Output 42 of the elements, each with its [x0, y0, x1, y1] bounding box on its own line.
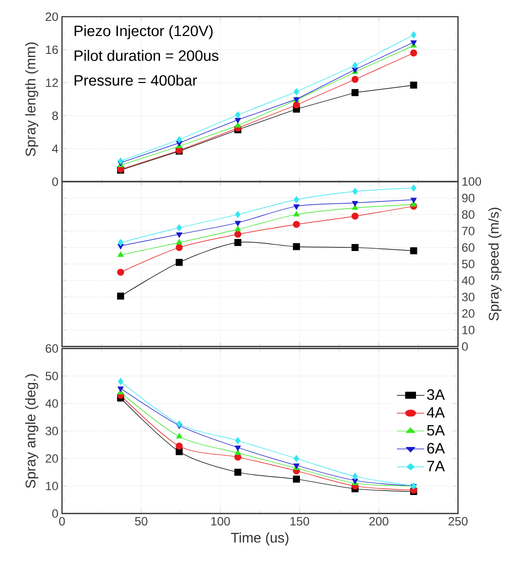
y-tick-label: 60	[46, 344, 58, 353]
y-tick-label: 40	[45, 399, 58, 408]
x-axis-title: Time (us)	[231, 532, 288, 546]
y-tick-label: 10	[46, 482, 58, 490]
x-tick-label: 150	[290, 517, 310, 526]
y-tick-label: 60	[462, 243, 474, 252]
y-tick-label: 8	[52, 111, 58, 120]
y-tick-label: 0	[462, 342, 468, 351]
x-tick-label: 0	[59, 517, 65, 526]
x-tick-label: 50	[135, 517, 148, 526]
y-tick-label: 10	[462, 326, 474, 334]
y-tick-label: 50	[462, 260, 474, 268]
y-tick-label: 100	[462, 177, 482, 186]
y-tick-label: 40	[462, 276, 474, 285]
annotation: Pilot duration = 200us	[74, 50, 218, 61]
y-axis-title: Spray length (mm)	[25, 42, 38, 156]
y-tick-label: 90	[462, 194, 474, 202]
legend-label: 4A	[426, 407, 445, 418]
y-axis-title: Spray angle (deg.)	[25, 374, 38, 488]
y-tick-label: 16	[46, 45, 58, 54]
legend-label: 3A	[427, 389, 445, 400]
y-tick-label: 20	[46, 12, 58, 21]
y-axis-title: Spray speed (m/s)	[488, 208, 502, 321]
y-tick-label: 12	[46, 78, 58, 87]
y-tick-label: 80	[462, 210, 474, 219]
y-tick-label: 4	[52, 144, 58, 153]
y-tick-label: 0	[52, 177, 58, 186]
y-tick-label: 70	[462, 226, 474, 236]
x-tick-label: 100	[211, 517, 230, 526]
annotation: Pressure = 400bar	[74, 74, 197, 86]
y-tick-label: 30	[46, 426, 58, 436]
legend-label: 5A	[427, 425, 445, 436]
legend-label: 6A	[427, 442, 445, 454]
legend-label: 7A	[427, 460, 445, 472]
annotation: Piezo Injector (120V)	[74, 25, 213, 40]
x-tick-label: 250	[448, 517, 468, 526]
y-tick-label: 20	[462, 309, 474, 318]
y-tick-label: 50	[46, 372, 58, 380]
y-tick-label: 0	[52, 509, 58, 518]
y-tick-label: 20	[46, 454, 58, 463]
y-tick-label: 30	[462, 292, 474, 302]
x-tick-label: 200	[369, 517, 388, 526]
